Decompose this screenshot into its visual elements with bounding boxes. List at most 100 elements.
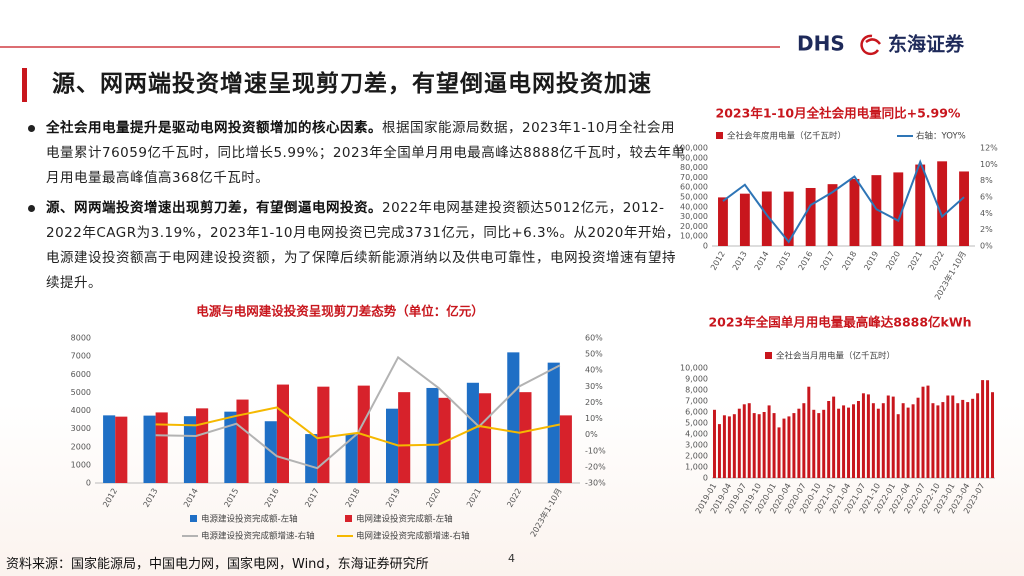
bar [777,427,781,478]
bar [827,401,831,478]
y-tick-label: 20,000 [680,222,708,231]
y-tick-label: 1000 [71,460,91,469]
bar [807,386,811,478]
bullet-text: 根据国家能源局数据，2023年1-10月全社会用电量累计76059亿千瓦时，同比… [46,120,686,186]
bar [183,416,197,483]
y-tick-label: 5000 [71,388,91,397]
x-tick-label: 2019 [862,250,880,272]
y-tick-label: 0% [980,242,993,251]
bar [767,405,771,478]
y-tick-label: 60,000 [680,183,708,192]
x-tick-label: 2015 [775,250,793,272]
bar [519,392,532,483]
bar [849,178,860,246]
bar [317,386,330,483]
bar [761,191,772,246]
bar [747,403,751,478]
bar [732,414,736,478]
bar [792,413,796,478]
y-tick-label: 40% [585,366,603,375]
x-tick-label: 2022 [505,487,523,509]
bar [236,399,249,483]
x-tick-label: 2013 [142,487,160,509]
y-tick-label: 6,000 [685,408,708,417]
bar [547,362,560,483]
x-tick-label: 2021 [465,487,483,509]
bar [861,393,865,478]
y-tick-label: 10% [585,414,603,423]
legend-label: 电源建设投资完成额-左轴 [201,514,298,525]
y-tick-label: 9,000 [685,375,708,384]
line [155,406,560,447]
bar [742,404,746,478]
bar [959,171,969,246]
bar [466,382,479,483]
y-tick-label: 0 [703,474,708,483]
bar [737,408,741,478]
y-tick-label: 70,000 [680,173,708,182]
y-tick-label: 8% [980,176,993,185]
bar [881,403,885,478]
y-tick-label: 12% [980,144,998,153]
bar [143,415,156,483]
bar [717,424,721,478]
y-tick-label: 30% [585,382,603,391]
x-tick-label: 2021 [906,250,924,272]
bar [966,402,970,478]
bar [941,402,945,478]
x-tick-label: 2012 [709,250,727,272]
bar [712,409,716,478]
bar [276,384,289,483]
x-tick-label: 2020 [884,250,902,272]
y-tick-label: 10% [980,160,998,169]
bar [915,164,926,246]
bar [103,415,116,483]
bar [981,380,985,478]
bar [817,413,821,478]
bullet: 源、网两端投资增速出现剪刀差，有望倒逼电网投资。2022年电网基建投资额达501… [24,196,686,296]
bar [852,404,855,478]
y-tick-label: 2% [980,225,993,234]
bar [426,387,439,483]
x-tick-label: 2014 [182,487,200,509]
legend-swatch [345,515,352,522]
bar [991,392,995,478]
bar [906,407,910,478]
legend-label: 电网建设投资完成额-左轴 [356,514,453,525]
y-tick-label: 50% [585,350,603,359]
y-tick-label: 40,000 [680,202,708,211]
bar [911,404,915,478]
y-tick-label: -30% [585,479,606,488]
bar [762,412,766,478]
y-tick-label: 3000 [71,424,91,433]
page-number: 4 [508,552,515,565]
legend-label: 电源建设投资完成额增速-右轴 [201,531,315,542]
y-tick-label: 50,000 [680,193,708,202]
bar [951,395,955,478]
bar [727,416,731,478]
y-tick-label: 10,000 [680,232,708,241]
bar [931,403,935,478]
bar [812,409,816,478]
y-tick-label: 90,000 [680,153,708,162]
y-tick-label: 2,000 [685,452,708,461]
bar [936,405,940,478]
bar [896,414,900,478]
legend-swatch [765,352,772,359]
bar [438,397,451,483]
bar [345,433,358,483]
x-tick-label: 2016 [263,487,281,509]
bar [921,386,925,478]
bar [305,434,318,483]
y-tick-label: 1,000 [685,463,708,472]
y-tick-label: 30,000 [680,212,708,221]
bar [866,394,870,478]
bar [916,397,920,478]
y-tick-label: -10% [585,446,606,455]
source: 资料来源：国家能源局，中国电力网，国家电网，Wind，东海证券研究所 [6,557,429,572]
bar [772,413,776,478]
bar [783,191,794,246]
bar [871,175,882,246]
x-tick-label: 2018 [344,487,362,509]
